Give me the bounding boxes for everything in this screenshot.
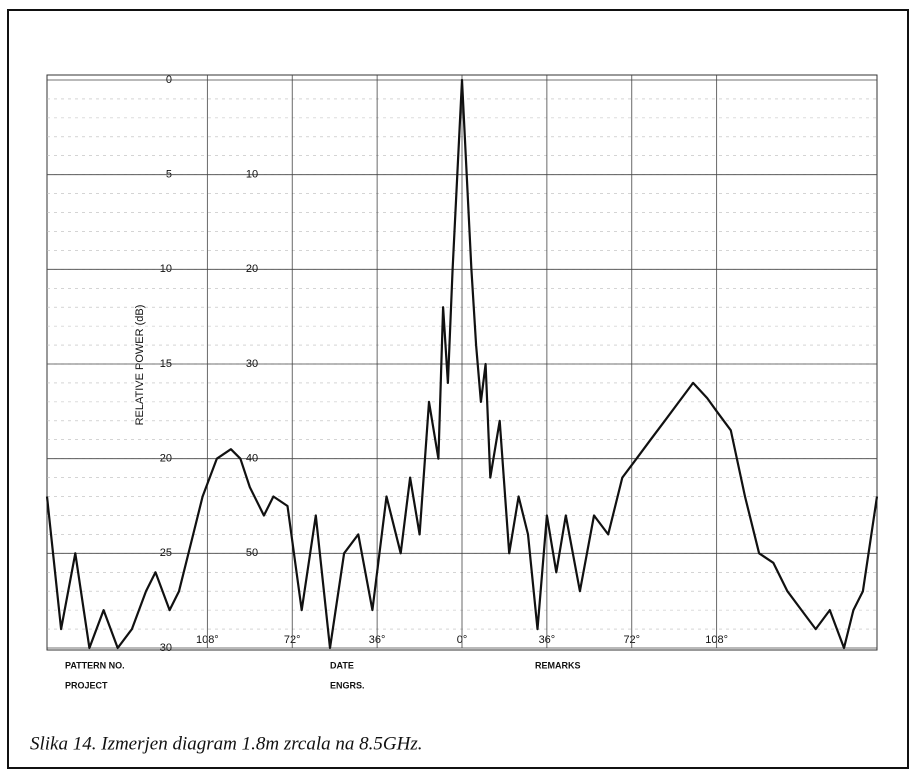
- pattern-line: [45, 78, 879, 650]
- footer-label: DATE: [330, 660, 354, 670]
- y2-tick-label: 50: [246, 547, 258, 559]
- frame: [7, 9, 909, 769]
- y-axis-label: RELATIVE POWER (dB): [134, 305, 146, 426]
- y2-tick-label: 30: [246, 358, 258, 370]
- footer-label: PATTERN NO.: [65, 660, 125, 670]
- caption: Slika 14. Izmerjen diagram 1.8m zrcala n…: [30, 733, 422, 754]
- y2-tick-label: 40: [246, 453, 258, 465]
- y2-tick-label: 20: [246, 263, 258, 275]
- footer-label: ENGRS.: [330, 680, 365, 690]
- footer-label: PROJECT: [65, 680, 108, 690]
- footer-label: REMARKS: [535, 660, 581, 670]
- y2-tick-label: 10: [246, 169, 258, 181]
